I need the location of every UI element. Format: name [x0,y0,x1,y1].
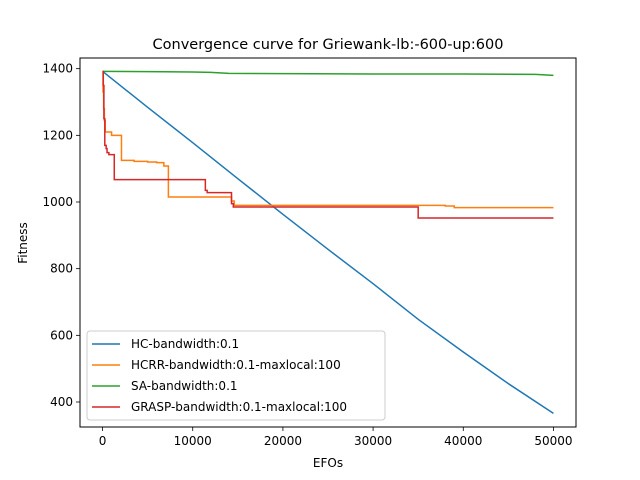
series-line-2 [102,70,554,77]
chart-title: Convergence curve for Griewank-lb:-600-u… [153,37,504,53]
y-tick-label-2: 800 [50,262,73,276]
y-tick-label-4: 1200 [42,128,73,142]
legend-label-3: GRASP-bandwidth:0.1-maxlocal:100 [131,400,347,414]
x-axis-label: EFOs [313,456,343,470]
series-line-0 [102,70,554,414]
series-line-3 [102,70,554,219]
y-tick-label-3: 1000 [42,195,73,209]
x-tick-label-2: 20000 [264,434,302,448]
x-tick-label-3: 30000 [354,434,392,448]
series-layer [102,70,554,414]
legend-label-2: SA-bandwidth:0.1 [131,379,238,393]
x-tick-label-0: 0 [99,434,107,448]
legend-box [86,330,386,421]
y-axis-label: Fitness [16,222,30,264]
x-axis: 0 10000 20000 30000 40000 50000 [99,427,573,448]
y-tick-label-5: 1400 [42,62,73,76]
x-tick-label-5: 50000 [534,434,572,448]
y-tick-label-0: 400 [50,395,73,409]
legend: HC-bandwidth:0.1 HCRR-bandwidth:0.1-maxlo… [86,330,386,421]
legend-label-1: HCRR-bandwidth:0.1-maxlocal:100 [131,358,341,372]
x-tick-label-1: 10000 [174,434,212,448]
y-tick-label-1: 600 [50,328,73,342]
legend-label-0: HC-bandwidth:0.1 [131,337,239,351]
y-axis: 400 600 800 1000 1200 1400 [42,62,80,409]
x-tick-label-4: 40000 [444,434,482,448]
